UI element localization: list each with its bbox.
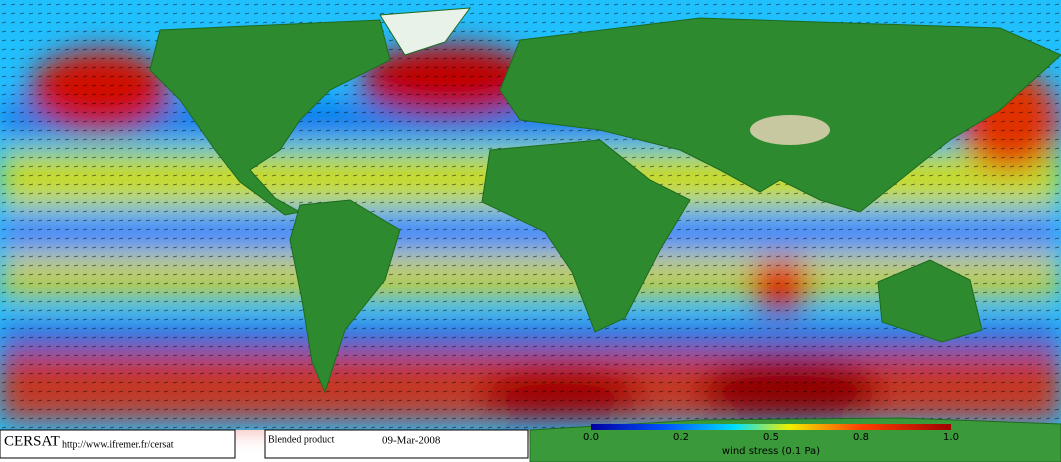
north-america [149, 19, 391, 216]
tibet [750, 115, 830, 145]
colorbar-label: wind stress (0.1 Pa) [722, 446, 820, 457]
colorbar-tick: 0.8 [853, 432, 869, 443]
colorbar-tick: 0.0 [583, 432, 599, 443]
logo-box [0, 429, 236, 459]
africa [481, 139, 691, 333]
product: Blended product [268, 434, 335, 445]
south-america [289, 199, 401, 394]
greenland [379, 7, 472, 56]
product-box [264, 429, 529, 459]
colorbar [591, 424, 951, 430]
australia [877, 259, 983, 343]
land [149, 7, 1061, 462]
colorbar-tick: 1.0 [943, 432, 959, 443]
eurasia [499, 17, 1061, 213]
logo: CERSAT [4, 433, 60, 449]
date: 09-Mar-2008 [382, 435, 441, 447]
url: http://www.ifremer.fr/cersat [62, 439, 174, 450]
colorbar-tick: 0.2 [673, 432, 689, 443]
colorbar-tick: 0.5 [763, 432, 779, 443]
footer: CERSAT http://www.ifremer.fr/cersat Blen… [0, 424, 959, 459]
